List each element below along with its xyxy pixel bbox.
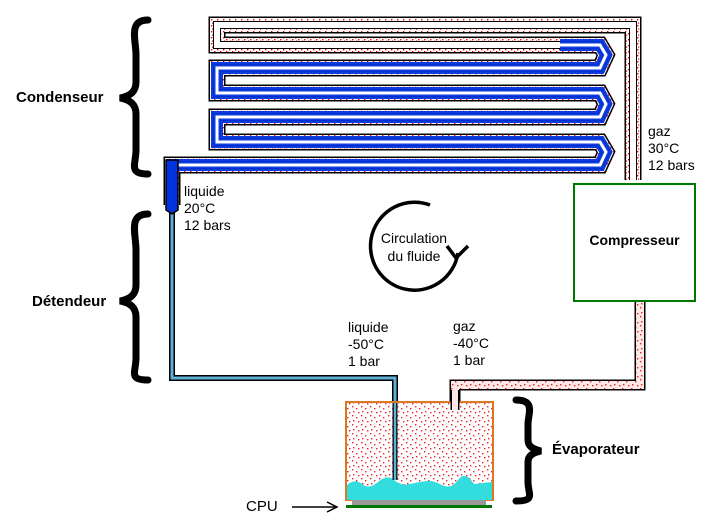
- brace-detendeur: [119, 210, 152, 384]
- label-condenseur: Condenseur: [16, 89, 104, 106]
- label-circulation: Circulation du fluide: [380, 230, 448, 264]
- label-evaporateur: Évaporateur: [552, 441, 640, 458]
- state-liquide-hot: liquide 20°C 12 bars: [184, 183, 231, 233]
- state-gaz-hot: gaz 30°C 12 bars: [648, 123, 695, 173]
- compresseur-box: [573, 183, 696, 302]
- label-detendeur: Détendeur: [32, 293, 107, 310]
- cpu-arrow-icon: [292, 501, 339, 513]
- circulation-arrow-icon: [368, 200, 470, 292]
- label-compresseur: Compresseur: [589, 232, 680, 248]
- brace-condenseur: [119, 16, 152, 178]
- brace-evaporateur: [512, 396, 542, 505]
- condenser-coil: [163, 16, 642, 205]
- state-liquide-cold: liquide -50°C 1 bar: [348, 319, 389, 369]
- state-gaz-cold: gaz -40°C 1 bar: [453, 318, 489, 368]
- cpu-chip: [346, 500, 492, 508]
- evaporateur-box: [345, 390, 494, 501]
- label-cpu: CPU: [246, 498, 278, 515]
